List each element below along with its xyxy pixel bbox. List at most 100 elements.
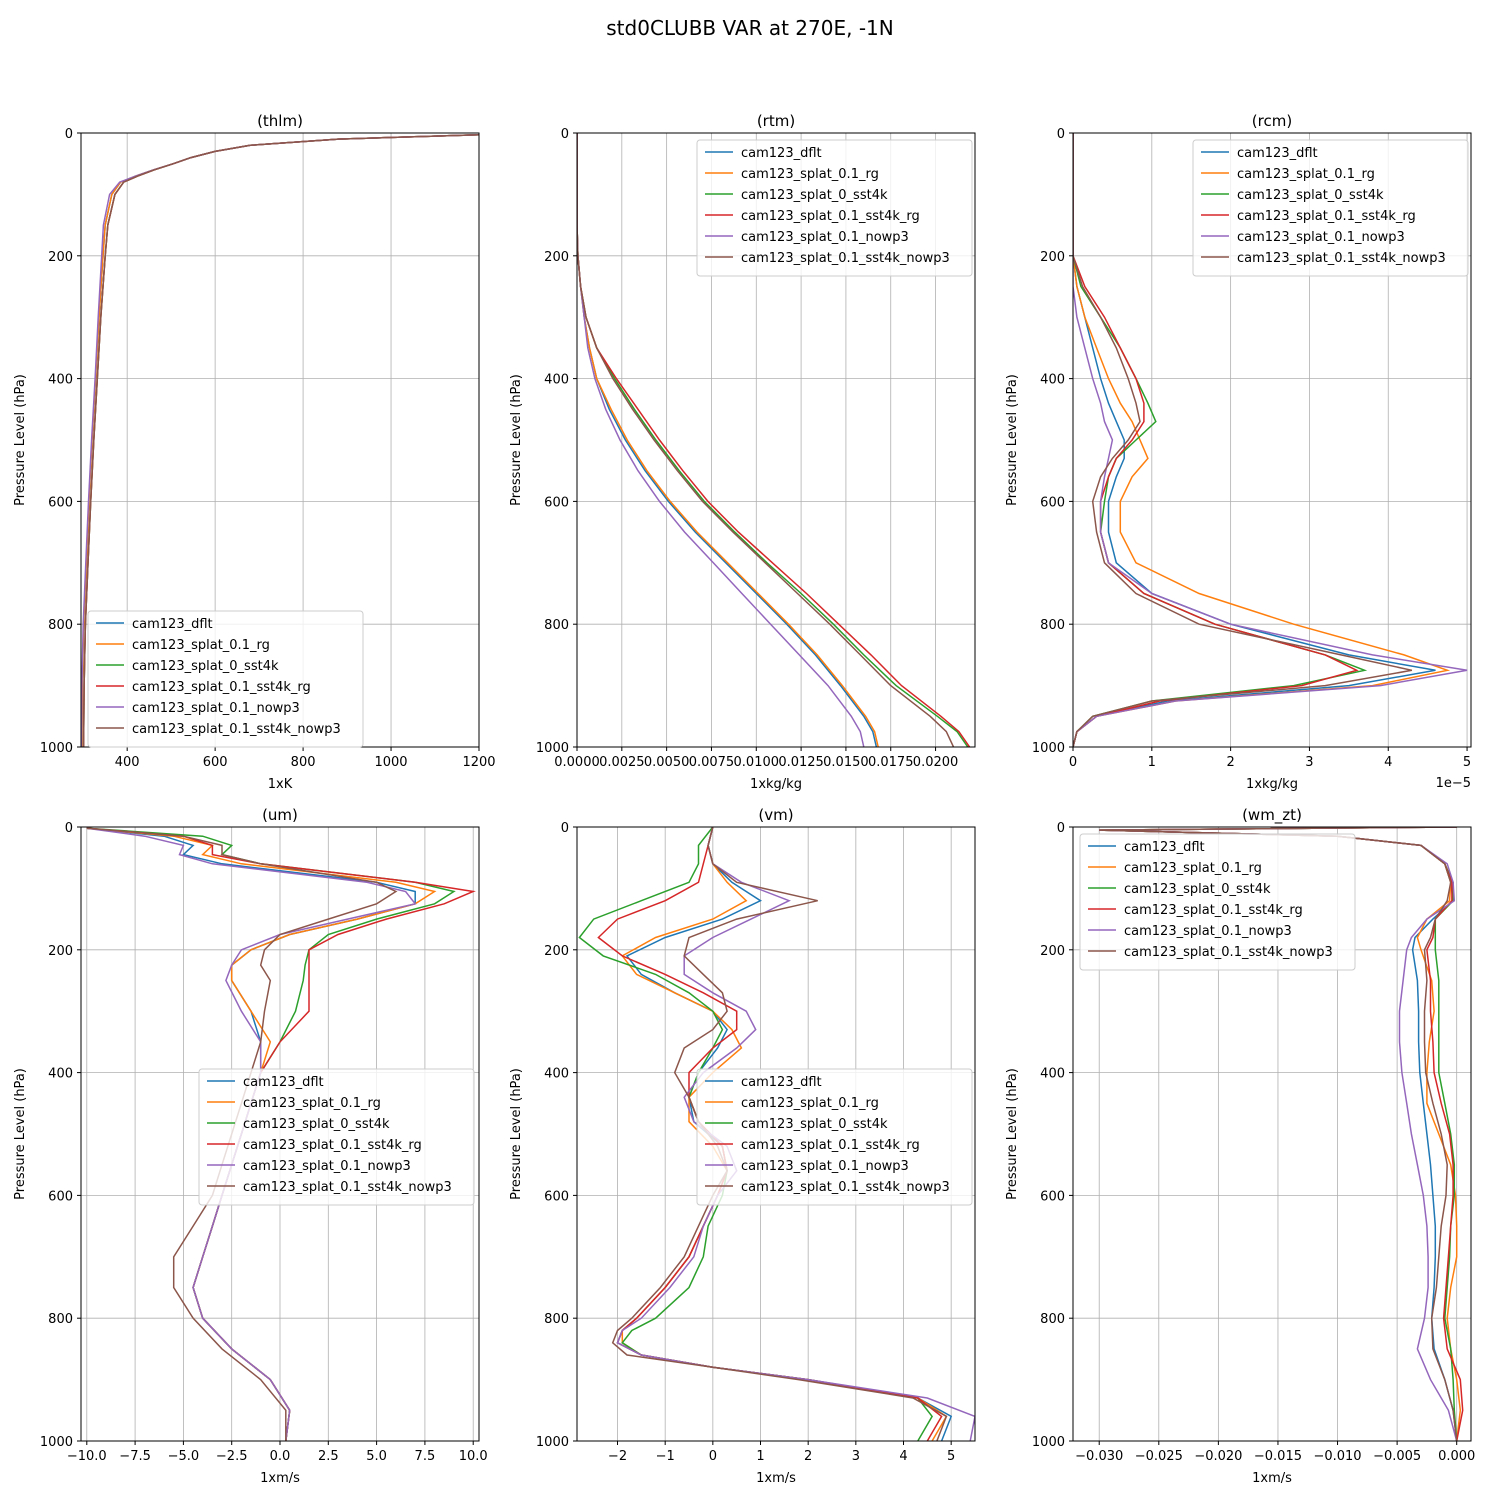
y-tick-label: 800 [544, 618, 569, 633]
legend-label: cam123_splat_0.1_sst4k_rg [741, 1138, 920, 1153]
y-tick-label: 200 [544, 250, 569, 265]
panel-title: (wm_zt) [1242, 806, 1302, 825]
y-tick-label: 800 [48, 618, 73, 633]
x-tick-label: 0.0050 [644, 755, 690, 770]
y-tick-label: 800 [1040, 618, 1065, 633]
y-tick-label: 200 [544, 944, 569, 959]
y-axis-label: Pressure Level (hPa) [13, 1068, 28, 1200]
x-tick-label: 0.0000 [554, 755, 600, 770]
x-tick-label: −5.0 [168, 1449, 200, 1464]
legend-label: cam123_splat_0.1_sst4k_nowp3 [1124, 945, 1333, 960]
x-tick-label: 0.0125 [778, 755, 824, 770]
y-tick-label: 200 [1040, 944, 1065, 959]
legend-label: cam123_splat_0.1_sst4k_rg [741, 209, 920, 224]
y-tick-label: 1000 [40, 741, 73, 756]
x-tick-label: 0.0200 [913, 755, 959, 770]
y-tick-label: 600 [1040, 495, 1065, 510]
y-tick-label: 600 [48, 495, 73, 510]
y-tick-label: 800 [1040, 1312, 1065, 1327]
legend-label: cam123_splat_0.1_sst4k_nowp3 [741, 1180, 950, 1195]
x-tick-label: 2 [804, 1449, 812, 1464]
x-tick-label: −0.010 [1313, 1449, 1361, 1464]
legend-label: cam123_dflt [132, 617, 213, 632]
legend-label: cam123_splat_0.1_nowp3 [1124, 924, 1292, 939]
legend-label: cam123_splat_0.1_rg [1237, 167, 1375, 182]
figure-title: std0CLUBB VAR at 270E, -1N [606, 16, 894, 40]
y-axis-label: Pressure Level (hPa) [509, 374, 524, 506]
panel-title: (rcm) [1252, 112, 1292, 130]
y-tick-label: 0 [65, 821, 73, 836]
y-axis-label: Pressure Level (hPa) [509, 1068, 524, 1200]
x-tick-label: 0 [709, 1449, 717, 1464]
axes-frame [576, 132, 976, 748]
x-tick-label: −0.015 [1254, 1449, 1302, 1464]
legend-label: cam123_splat_0.1_nowp3 [741, 230, 909, 245]
y-tick-label: 200 [48, 250, 73, 265]
legend-label: cam123_splat_0.1_nowp3 [741, 1159, 909, 1174]
x-tick-label: −2.5 [216, 1449, 248, 1464]
x-tick-label: 0.0075 [689, 755, 735, 770]
x-axis-label: 1xm/s [756, 1471, 796, 1486]
x-tick-label: 3 [1305, 755, 1313, 770]
y-tick-label: 0 [561, 821, 569, 836]
x-tick-label: −1 [656, 1449, 675, 1464]
y-tick-label: 200 [48, 944, 73, 959]
series-line-cam123_splat_0.1_sst4k_nowp3 [86, 827, 398, 1441]
y-tick-label: 200 [1040, 250, 1065, 265]
x-tick-label: 5 [1463, 755, 1471, 770]
x-tick-label: 600 [203, 755, 228, 770]
legend-label: cam123_splat_0_sst4k [243, 1117, 390, 1132]
x-tick-label: 2 [1226, 755, 1234, 770]
series-line-cam123_splat_0.1_nowp3 [616, 827, 975, 1441]
x-axis-label: 1xm/s [260, 1471, 300, 1486]
y-axis-label: Pressure Level (hPa) [13, 374, 28, 506]
x-offset-label: 1e−5 [1436, 776, 1471, 791]
series-line-cam123_splat_0.1_sst4k_nowp3 [1099, 827, 1458, 1441]
y-tick-label: 800 [48, 1312, 73, 1327]
y-axis-label: Pressure Level (hPa) [1005, 1068, 1020, 1200]
y-tick-label: 400 [1040, 1067, 1065, 1082]
x-tick-label: 1 [756, 1449, 764, 1464]
y-tick-label: 0 [1057, 127, 1065, 142]
legend-label: cam123_splat_0.1_rg [741, 1096, 879, 1111]
legend-label: cam123_splat_0.1_nowp3 [243, 1159, 411, 1174]
y-tick-label: 800 [544, 1312, 569, 1327]
y-tick-label: 600 [544, 1189, 569, 1204]
x-tick-label: −0.030 [1075, 1449, 1123, 1464]
x-tick-label: 800 [291, 755, 316, 770]
x-tick-label: 10.0 [459, 1449, 488, 1464]
legend-label: cam123_dflt [243, 1075, 324, 1090]
x-tick-label: −0.020 [1194, 1449, 1242, 1464]
legend-label: cam123_dflt [741, 146, 822, 161]
legend-label: cam123_splat_0_sst4k [1124, 882, 1271, 897]
legend-label: cam123_splat_0.1_sst4k_rg [132, 680, 311, 695]
legend-label: cam123_splat_0.1_nowp3 [1237, 230, 1405, 245]
legend-box [696, 1068, 973, 1206]
y-tick-label: 600 [48, 1189, 73, 1204]
axes-frame [1072, 826, 1472, 1442]
x-axis-label: 1xkg/kg [750, 777, 802, 792]
x-axis-label: 1xK [268, 777, 293, 792]
x-tick-label: −0.005 [1373, 1449, 1421, 1464]
y-tick-label: 0 [561, 127, 569, 142]
x-tick-label: 0.000 [1438, 1449, 1475, 1464]
y-tick-label: 400 [48, 1067, 73, 1082]
legend-label: cam123_splat_0.1_sst4k_nowp3 [243, 1180, 452, 1195]
y-tick-label: 0 [65, 127, 73, 142]
legend-box [1192, 139, 1469, 277]
legend-label: cam123_splat_0.1_rg [1124, 861, 1262, 876]
legend-box [87, 610, 364, 748]
x-tick-label: 0.0150 [823, 755, 869, 770]
series-line-cam123_splat_0.1_nowp3 [86, 827, 417, 1441]
y-tick-label: 1000 [536, 741, 569, 756]
legend-label: cam123_splat_0.1_rg [243, 1096, 381, 1111]
legend-label: cam123_splat_0.1_sst4k_rg [1237, 209, 1416, 224]
legend-label: cam123_splat_0.1_nowp3 [132, 701, 300, 716]
legend-label: cam123_splat_0.1_sst4k_nowp3 [741, 251, 950, 266]
x-tick-label: −7.5 [119, 1449, 151, 1464]
legend-label: cam123_splat_0_sst4k [1237, 188, 1384, 203]
legend-box [696, 139, 973, 277]
legend-label: cam123_splat_0.1_rg [132, 638, 270, 653]
series-line-cam123_splat_0.1_sst4k_nowp3 [82, 134, 479, 747]
